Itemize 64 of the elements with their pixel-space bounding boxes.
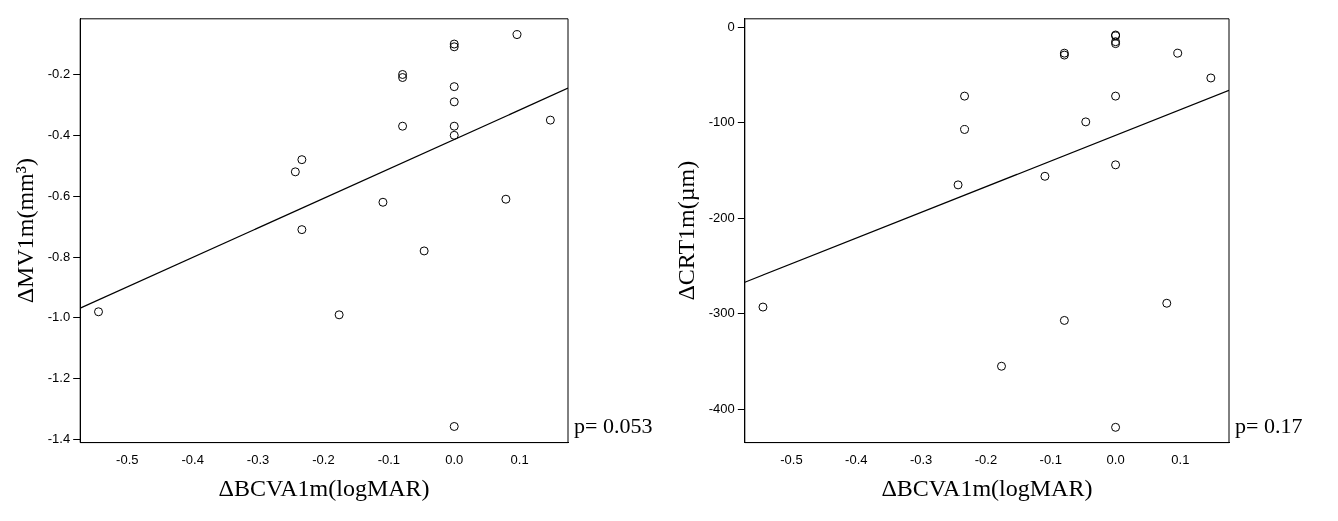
point bbox=[290, 167, 300, 177]
x-tick-label: -0.2 bbox=[312, 451, 335, 467]
point bbox=[94, 307, 104, 317]
x-tick-label: -0.4 bbox=[181, 451, 204, 467]
point bbox=[996, 361, 1006, 371]
y-tick-label: -0.2 bbox=[47, 66, 71, 82]
y-tick-label: -1.0 bbox=[47, 309, 71, 325]
y-tick-label: -0.8 bbox=[47, 248, 71, 264]
point bbox=[501, 194, 511, 204]
point bbox=[512, 30, 522, 40]
x-axis-title: ΔBCVA1m(logMAR) bbox=[881, 474, 1093, 501]
point bbox=[1111, 422, 1121, 432]
point bbox=[398, 69, 408, 79]
x-tick-label: 0.0 bbox=[1106, 451, 1125, 467]
point bbox=[398, 73, 408, 83]
point bbox=[297, 225, 307, 235]
y-tick-label: -400 bbox=[708, 400, 735, 416]
y-tick-label: -100 bbox=[708, 114, 735, 130]
y-tick-label: -300 bbox=[708, 305, 735, 321]
point bbox=[960, 91, 970, 101]
y-tick-label: -0.4 bbox=[47, 126, 71, 142]
point bbox=[419, 246, 429, 256]
point bbox=[297, 155, 307, 165]
point bbox=[1081, 117, 1091, 127]
point bbox=[449, 97, 459, 107]
y-tick-label: -0.6 bbox=[47, 187, 71, 203]
x-tick-label: -0.5 bbox=[780, 451, 803, 467]
x-tick-label: -0.2 bbox=[974, 451, 998, 467]
point bbox=[1173, 48, 1183, 58]
x-tick-label: 0.1 bbox=[1171, 451, 1190, 467]
point bbox=[1206, 73, 1216, 83]
point bbox=[1111, 91, 1121, 101]
point bbox=[449, 130, 459, 140]
point bbox=[758, 302, 768, 312]
point bbox=[1059, 315, 1069, 325]
x-tick-label: -0.1 bbox=[377, 451, 401, 467]
x-axis-title: ΔBCVA1m(logMAR) bbox=[218, 474, 430, 501]
point bbox=[398, 121, 408, 131]
x-tick-label: 0.0 bbox=[445, 451, 464, 467]
x-tick-label: -0.3 bbox=[909, 451, 933, 467]
y-tick-label: 0 bbox=[727, 18, 735, 34]
x-tick-label: 0.1 bbox=[510, 451, 529, 467]
point bbox=[1162, 298, 1172, 308]
text: p= 0.17 bbox=[1235, 413, 1303, 439]
x-tick-label: -0.3 bbox=[246, 451, 270, 467]
x-tick-label: -0.1 bbox=[1039, 451, 1062, 467]
point bbox=[449, 421, 459, 431]
point bbox=[378, 197, 388, 207]
point bbox=[960, 125, 970, 135]
text: p= 0.053 bbox=[574, 413, 653, 439]
point bbox=[449, 121, 459, 131]
point bbox=[334, 310, 344, 320]
y-tick-label: -200 bbox=[708, 209, 735, 225]
point bbox=[545, 115, 555, 125]
y-tick-label: -1.2 bbox=[47, 370, 71, 386]
point bbox=[1111, 160, 1121, 170]
y-axis-title: ΔMV1m(mm³) bbox=[11, 158, 38, 304]
y-axis-title: ΔCRT1m(µm) bbox=[672, 160, 699, 301]
point bbox=[1040, 171, 1050, 181]
y-tick-label: -1.4 bbox=[47, 431, 71, 447]
x-tick-label: -0.4 bbox=[845, 451, 868, 467]
point bbox=[449, 82, 459, 92]
x-tick-label: -0.5 bbox=[116, 451, 139, 467]
point bbox=[953, 180, 963, 190]
